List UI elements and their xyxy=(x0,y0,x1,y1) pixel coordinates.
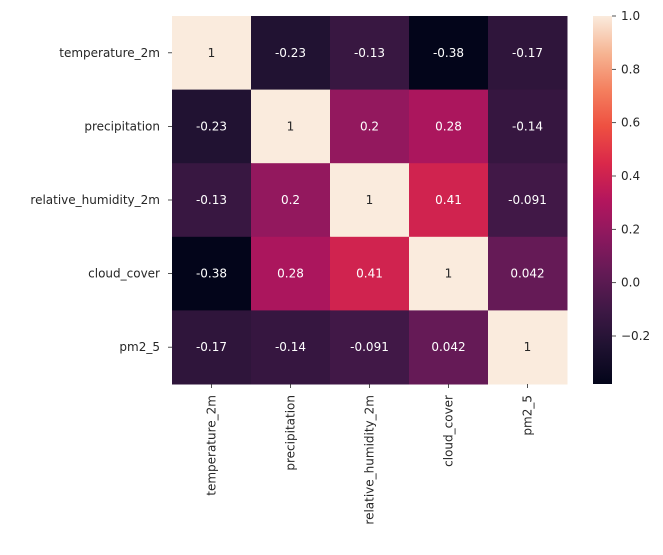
y-tick-label: pm2_5 xyxy=(119,340,160,354)
cell-value-label: -0.38 xyxy=(196,267,227,281)
colorbar-gradient xyxy=(593,16,612,384)
x-tick-label: relative_humidity_2m xyxy=(363,395,377,525)
heatmap-cell xyxy=(488,89,568,164)
heatmap-cell xyxy=(488,16,568,91)
colorbar-tick-label: 0.8 xyxy=(621,62,640,76)
colorbar: 1.0 0.8 0.6 0.4 0.2 0.0 −0.2 xyxy=(593,9,650,384)
heatmap-cell xyxy=(251,163,331,238)
cell-value-label: -0.13 xyxy=(354,46,385,60)
heatmap-cell xyxy=(172,163,252,238)
cell-value-label: -0.091 xyxy=(508,193,547,207)
cell-value-label: 0.2 xyxy=(360,119,379,133)
heatmap-cell xyxy=(488,310,568,385)
heatmap-cell xyxy=(409,89,489,164)
cell-value-label: 0.41 xyxy=(356,267,383,281)
heatmap-cell xyxy=(251,89,331,164)
heatmap-cell xyxy=(251,310,331,385)
colorbar-tick-label: 0.0 xyxy=(621,276,640,290)
heatmap-cell xyxy=(251,236,331,311)
cell-value-label: 0.042 xyxy=(431,340,465,354)
heatmap-cell xyxy=(409,310,489,385)
heatmap-cell xyxy=(409,163,489,238)
cell-value-label: -0.17 xyxy=(512,46,543,60)
heatmap-cell xyxy=(172,16,252,91)
heatmap-cell xyxy=(172,89,252,164)
heatmap-cell xyxy=(172,236,252,311)
cell-value-label: 0.042 xyxy=(510,267,544,281)
cell-value-label: 0.2 xyxy=(281,193,300,207)
heatmap-cell xyxy=(172,310,252,385)
heatmap-cells xyxy=(172,16,568,385)
colorbar-ticks: 1.0 0.8 0.6 0.4 0.2 0.0 −0.2 xyxy=(612,9,650,343)
cell-value-label: -0.14 xyxy=(275,340,306,354)
cell-value-label: -0.38 xyxy=(433,46,464,60)
heatmap-cell xyxy=(251,16,331,91)
x-tick-label: temperature_2m xyxy=(205,395,219,496)
colorbar-tick-label: −0.2 xyxy=(621,329,650,343)
cell-value-label: 1 xyxy=(366,193,374,207)
heatmap-cell xyxy=(488,236,568,311)
cell-value-label: 0.28 xyxy=(277,267,304,281)
cell-value-label: 0.41 xyxy=(435,193,462,207)
x-tick-label: cloud_cover xyxy=(442,395,456,467)
heatmap-cell xyxy=(330,310,410,385)
cell-value-label: 1 xyxy=(524,340,532,354)
cell-value-label: -0.17 xyxy=(196,340,227,354)
y-axis: temperature_2m precipitation relative_humi… xyxy=(30,46,172,354)
x-axis: temperature_2m precipitation relative_humi… xyxy=(205,384,535,525)
x-tick-label: pm2_5 xyxy=(521,395,535,436)
colorbar-tick-label: 0.4 xyxy=(621,169,640,183)
y-tick-label: cloud_cover xyxy=(88,267,160,281)
x-tick-label: precipitation xyxy=(284,395,298,471)
cell-value-label: -0.091 xyxy=(350,340,389,354)
colorbar-tick-label: 0.6 xyxy=(621,116,640,130)
heatmap-cell xyxy=(330,89,410,164)
heatmap-cell xyxy=(330,236,410,311)
cell-value-label: 1 xyxy=(287,119,295,133)
cell-value-label: -0.14 xyxy=(512,119,543,133)
cell-value-label: -0.13 xyxy=(196,193,227,207)
colorbar-tick-label: 0.2 xyxy=(621,222,640,236)
y-tick-label: relative_humidity_2m xyxy=(30,193,160,207)
cell-value-label: 0.28 xyxy=(435,119,462,133)
heatmap-cell xyxy=(488,163,568,238)
y-tick-label: precipitation xyxy=(84,119,160,133)
y-tick-label: temperature_2m xyxy=(59,46,160,60)
cell-value-label: 1 xyxy=(208,46,216,60)
heatmap-cell xyxy=(330,16,410,91)
heatmap-cell xyxy=(409,236,489,311)
heatmap-cell xyxy=(409,16,489,91)
heatmap-cell xyxy=(330,163,410,238)
cell-value-label: -0.23 xyxy=(275,46,306,60)
cell-value-label: -0.23 xyxy=(196,119,227,133)
heatmap-cell-labels: 1 -0.23 -0.13 -0.38 -0.17 -0.23 1 0.2 0.28 -0.14 -… xyxy=(196,46,547,354)
cell-value-label: 1 xyxy=(445,267,453,281)
colorbar-tick-label: 1.0 xyxy=(621,9,640,23)
